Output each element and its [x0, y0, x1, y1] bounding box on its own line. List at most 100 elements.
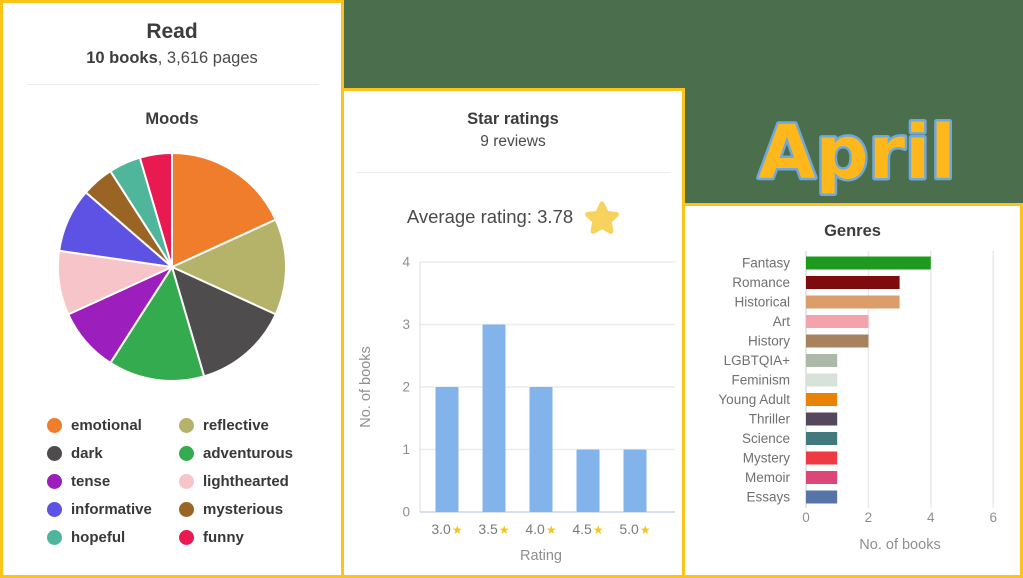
rating-bar-3.0: [435, 387, 459, 512]
divider: [27, 84, 319, 85]
month-heading: April: [756, 108, 958, 199]
genre-bar-memoir: [806, 471, 838, 484]
pages-count: , 3,616 pages: [157, 49, 258, 67]
genre-bar-art: [806, 315, 869, 328]
rating-bar-5.0: [623, 449, 647, 512]
read-stats: 10 books, 3,616 pages: [3, 47, 341, 69]
genre-label-lgbtqia-: LGBTQIA+: [724, 353, 791, 368]
genre-label-historical: Historical: [734, 295, 790, 310]
read-card: Read 10 books, 3,616 pages Moods emotion…: [0, 0, 344, 578]
genre-label-history: History: [748, 334, 790, 349]
x-tick-3.0: 3.0★: [431, 521, 462, 537]
pie-slice-adventurous: [109, 266, 206, 382]
y-tick-3: 3: [402, 317, 410, 332]
y-axis-label: No. of books: [358, 346, 374, 427]
genres-card: Genres 0 2 4 6 Fantasy Romance Historical Art Hi…: [682, 203, 1023, 578]
emotional-swatch: [47, 417, 62, 433]
x-tick-2: 2: [865, 510, 873, 525]
moods-legend: emotional reflective dark adventurous tense l…: [47, 411, 293, 551]
reflective-swatch: [179, 417, 194, 433]
x-tick-0: 0: [802, 510, 810, 525]
moods-chart-title: Moods: [145, 110, 199, 128]
legend-label: informative: [71, 500, 152, 518]
funny-swatch: [179, 529, 194, 545]
x-tick-3.5: 3.5★: [478, 521, 509, 537]
adventurous-swatch: [179, 445, 194, 461]
y-tick-1: 1: [402, 442, 410, 457]
average-rating-row: Average rating: 3.78: [344, 199, 682, 235]
genre-label-mystery: Mystery: [743, 451, 791, 466]
genre-bar-young-adult: [806, 393, 838, 406]
books-count: 10 books: [86, 49, 158, 67]
legend-item-funny: funny: [179, 523, 293, 551]
divider: [356, 172, 670, 173]
legend-label: mysterious: [203, 500, 284, 518]
moods-pie-chart: [57, 152, 287, 382]
x-tick-6: 6: [989, 510, 997, 525]
genres-chart-title: Genres: [824, 222, 881, 240]
genre-bar-mystery: [806, 451, 838, 465]
genre-label-romance: Romance: [732, 275, 790, 290]
genre-label-memoir: Memoir: [745, 470, 791, 485]
genre-bar-history: [806, 334, 869, 348]
genre-label-art: Art: [773, 314, 791, 329]
legend-label: reflective: [203, 416, 269, 434]
genre-label-feminism: Feminism: [731, 373, 790, 388]
star-icon: [585, 201, 620, 234]
star-ratings-card: Star ratings 9 reviews Average rating: 3…: [341, 88, 685, 578]
legend-label: adventurous: [203, 444, 294, 462]
genre-bar-lgbtqia-: [806, 354, 838, 367]
pie-slice-emotional: [171, 152, 277, 268]
legend-item-reflective: reflective: [179, 411, 293, 439]
dark-swatch: [47, 445, 62, 461]
genre-bar-thriller: [806, 412, 838, 426]
genres-bar-chart: 0 2 4 6 Fantasy Romance Historical Art History LG…: [718, 251, 997, 553]
legend-label: tense: [71, 472, 111, 490]
informative-swatch: [47, 501, 62, 517]
legend-item-emotional: emotional: [47, 411, 179, 439]
legend-label: emotional: [71, 416, 142, 434]
genre-bar-essays: [806, 490, 838, 504]
legend-item-dark: dark: [47, 439, 179, 467]
genre-bar-fantasy: [806, 256, 931, 270]
genre-label-thriller: Thriller: [749, 412, 791, 427]
hopeful-swatch: [47, 529, 62, 545]
rating-bar-4.5: [576, 449, 600, 512]
x-tick-5.0: 5.0★: [619, 521, 650, 537]
legend-item-tense: tense: [47, 467, 179, 495]
y-tick-2: 2: [402, 380, 410, 395]
star-ratings-bar-chart: 0 1 2 3 4 3.0★ 3.5★ 4.0★ 4.5★ 5.0★ No. of books Rat…: [358, 255, 675, 564]
legend-item-hopeful: hopeful: [47, 523, 179, 551]
mysterious-swatch: [179, 501, 194, 517]
genre-bar-feminism: [806, 373, 838, 387]
genre-bar-historical: [806, 295, 900, 309]
x-axis-label: Rating: [520, 548, 562, 564]
x-tick-4.5: 4.5★: [572, 521, 603, 537]
legend-item-mysterious: mysterious: [179, 495, 293, 523]
genre-bar-science: [806, 432, 838, 445]
pie-slice-funny: [138, 152, 173, 268]
rating-bar-4.0: [529, 387, 553, 512]
tense-swatch: [47, 473, 62, 489]
legend-label: hopeful: [71, 528, 126, 546]
y-tick-4: 4: [402, 255, 410, 270]
y-tick-0: 0: [402, 505, 410, 520]
read-title: Read: [146, 20, 198, 43]
pie-slice-reflective: [171, 218, 287, 316]
lighthearted-swatch: [179, 473, 194, 489]
legend-label: dark: [71, 444, 103, 462]
reviews-count: 9 reviews: [480, 133, 546, 150]
legend-item-adventurous: adventurous: [179, 439, 293, 467]
legend-item-informative: informative: [47, 495, 179, 523]
legend-label: funny: [203, 528, 244, 546]
genre-label-fantasy: Fantasy: [742, 256, 790, 271]
x-tick-4: 4: [927, 510, 935, 525]
genre-bar-romance: [806, 276, 900, 289]
pie-slice-dark: [171, 266, 277, 378]
genre-label-science: Science: [742, 431, 790, 446]
x-axis-label: No. of books: [859, 537, 940, 553]
average-rating-label: Average rating: 3.78: [406, 206, 574, 227]
genre-label-essays: Essays: [746, 490, 790, 505]
ratings-title: Star ratings: [467, 110, 559, 128]
